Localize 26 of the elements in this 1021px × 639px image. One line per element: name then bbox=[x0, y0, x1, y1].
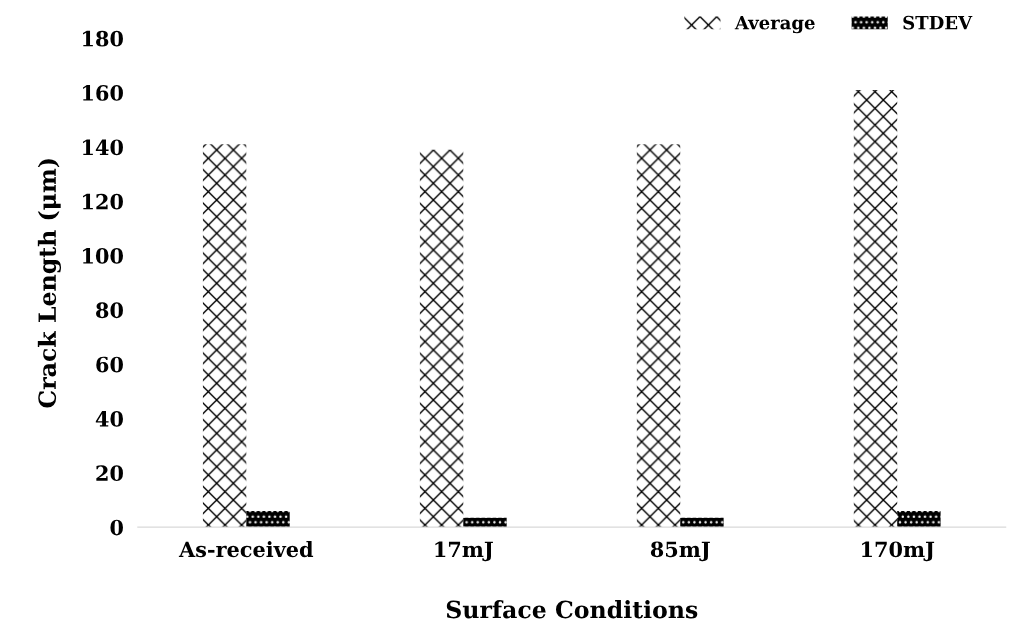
legend-label: STDEV bbox=[903, 15, 973, 30]
bar bbox=[853, 89, 898, 528]
y-tick-label: 60 bbox=[96, 356, 123, 373]
bar bbox=[636, 144, 681, 528]
bar bbox=[246, 510, 290, 528]
y-tick-label: 100 bbox=[83, 248, 123, 264]
x-axis-title: Surface Conditions bbox=[446, 600, 698, 619]
bar bbox=[680, 517, 724, 528]
bar bbox=[463, 517, 507, 528]
y-tick-label: 120 bbox=[83, 193, 123, 210]
x-tick-label: 85mJ bbox=[650, 541, 710, 562]
y-tick-label: 140 bbox=[83, 139, 123, 156]
y-tick-label: 0 bbox=[110, 519, 123, 536]
x-tick-label: 17mJ bbox=[435, 541, 493, 562]
y-tick-label: 180 bbox=[83, 30, 123, 47]
bar bbox=[897, 510, 941, 528]
x-tick-label: As-received bbox=[178, 541, 314, 558]
x-tick-label: 170mJ bbox=[862, 541, 935, 562]
legend-label: Average bbox=[734, 16, 815, 34]
bar bbox=[202, 144, 247, 528]
y-tick-label: 160 bbox=[83, 85, 123, 101]
y-tick-label: 80 bbox=[96, 302, 123, 319]
y-tick-label: 20 bbox=[96, 465, 123, 482]
y-axis-title: Crack Length (μm) bbox=[37, 159, 62, 408]
bar bbox=[419, 149, 464, 528]
y-tick-label: 40 bbox=[95, 411, 123, 427]
